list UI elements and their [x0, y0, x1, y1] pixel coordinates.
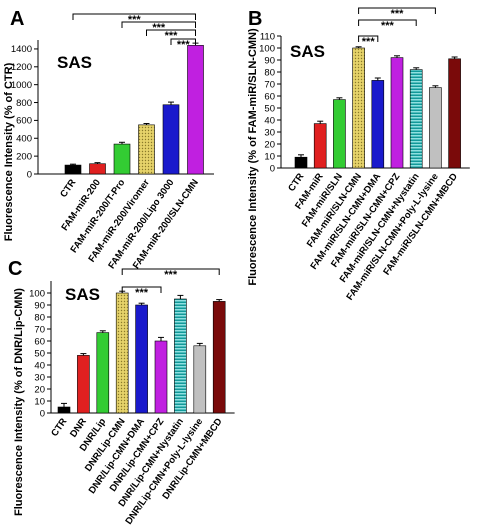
- y-tick-label: 110: [260, 31, 275, 42]
- y-tick-label: 70: [264, 79, 275, 90]
- y-tick-label: 1400: [11, 44, 32, 55]
- y-tick-label: 30: [34, 372, 45, 383]
- y-tick-label: 90: [264, 55, 275, 66]
- y-tick-label: 40: [34, 360, 45, 371]
- y-tick-label: 60: [34, 336, 45, 347]
- y-tick-label: 10: [34, 396, 45, 407]
- y-tick-label: 90: [34, 300, 45, 311]
- significance-label-3: ***: [177, 39, 191, 51]
- significance-label-1: ***: [381, 20, 395, 32]
- panel-a: A 0 200 400 600 800 1000 1200 1400 Fluorescence I…: [3, 8, 214, 271]
- y-tick-label: 1200: [11, 62, 32, 73]
- bar-6: [174, 298, 187, 414]
- y-tick-label: 0: [270, 163, 275, 174]
- significance-label-1: ***: [152, 22, 166, 34]
- inset-label: SAS: [65, 285, 100, 304]
- significance-label-0: ***: [164, 269, 178, 281]
- bar-5: [154, 340, 168, 414]
- y-tick-label: 20: [264, 139, 275, 150]
- y-tick-label: 600: [16, 116, 32, 127]
- y-tick-label: 100: [29, 288, 45, 299]
- y-tick-label: 100: [259, 43, 275, 54]
- bar-1: [89, 163, 106, 175]
- inset-label: SAS: [57, 53, 92, 72]
- bar-8: [448, 58, 461, 169]
- category-label-0: CTR: [49, 416, 69, 438]
- bar-3: [352, 47, 365, 169]
- significance-bracket-2: [358, 35, 379, 42]
- bar-4: [135, 304, 148, 414]
- category-label-0: CTR: [58, 177, 78, 199]
- bar-4: [371, 80, 385, 169]
- bar-0: [64, 164, 82, 175]
- significance-label-0: ***: [128, 14, 142, 26]
- significance-bracket-1: [121, 21, 196, 28]
- bar-1: [77, 355, 90, 414]
- y-tick-label: 70: [34, 324, 45, 335]
- significance-bracket-3: [170, 38, 196, 45]
- y-tick-label: 0: [27, 169, 32, 180]
- bar-2: [333, 99, 346, 169]
- panel-label: B: [248, 8, 262, 30]
- y-tick-label: 1000: [11, 80, 32, 91]
- significance-label-2: ***: [362, 36, 376, 48]
- panel-label: A: [10, 8, 24, 30]
- significance-label-0: ***: [391, 8, 405, 20]
- y-tick-label: 50: [264, 103, 275, 114]
- significance-bracket-1: [121, 286, 162, 293]
- y-axis-label: Fluorescence Intensity (% of CTR): [3, 62, 15, 241]
- y-tick-label: 60: [264, 91, 275, 102]
- y-tick-label: 0: [40, 408, 45, 419]
- bar-6: [409, 69, 423, 169]
- y-tick-label: 50: [34, 348, 45, 359]
- bar-0: [294, 156, 308, 169]
- bar-0: [57, 406, 71, 414]
- bar-5: [187, 45, 204, 175]
- bar-4: [162, 104, 180, 175]
- y-tick-label: 30: [264, 127, 275, 138]
- bar-7: [429, 87, 442, 169]
- bar-7: [193, 345, 207, 414]
- bar-5: [390, 57, 404, 169]
- significance-bracket-0: [121, 268, 220, 275]
- y-tick-label: 80: [34, 312, 45, 323]
- y-tick-label: 80: [264, 67, 275, 78]
- inset-label: SAS: [290, 42, 325, 61]
- y-tick-label: 800: [16, 98, 32, 109]
- bar-1: [313, 123, 327, 169]
- bar-2: [113, 143, 131, 175]
- y-tick-label: 10: [264, 151, 275, 162]
- significance-bracket-0: [72, 13, 196, 20]
- significance-bracket-2: [146, 29, 196, 36]
- bar-8: [212, 301, 226, 414]
- significance-label-1: ***: [135, 287, 149, 299]
- y-tick-label: 200: [16, 151, 32, 162]
- panel-label: C: [8, 258, 22, 280]
- significance-bracket-0: [358, 7, 436, 14]
- bar-2: [96, 332, 110, 414]
- y-tick-label: 400: [16, 134, 32, 145]
- y-axis-label: Fluorescence Intensity (% of DNR/Lip-CMN…: [13, 288, 25, 516]
- y-tick-label: 40: [264, 115, 275, 126]
- y-axis-label: Fluorescence Intensity (% of FAM-miR/SLN…: [247, 28, 259, 286]
- significance-bracket-1: [358, 19, 417, 26]
- bar-3: [138, 124, 155, 175]
- y-tick-label: 20: [34, 384, 45, 395]
- bar-3: [115, 292, 129, 414]
